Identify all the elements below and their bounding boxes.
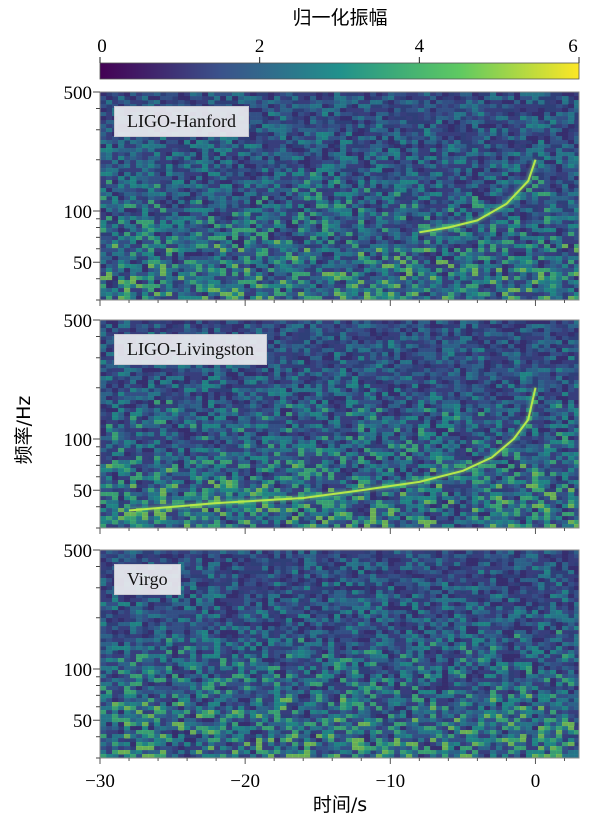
colorbar-tick-label: 6 <box>568 36 578 57</box>
colorbar-tick-label: 2 <box>255 36 265 57</box>
y-tick-label: 50 <box>73 481 92 502</box>
y-tick-label: 100 <box>64 202 93 223</box>
y-tick-label: 50 <box>73 711 92 732</box>
panel-frame <box>99 319 580 529</box>
spectrogram-panels: 500 100 50 500 100 50 500 100 50 <box>64 83 580 764</box>
detector-label: LIGO-Livingston <box>114 334 267 365</box>
spectrogram-panel-ligo-hanford: 500 100 50 <box>64 83 580 306</box>
spectrogram-panel-virgo: 500 100 50 <box>64 541 580 764</box>
colorbar-title: 归一化振幅 <box>292 7 387 29</box>
colorbar <box>99 62 580 80</box>
chirp-signal <box>128 387 537 512</box>
detector-label: LIGO-Hanford <box>114 106 249 137</box>
y-tick-label: 500 <box>64 541 93 562</box>
x-tick-label: −10 <box>375 771 405 792</box>
x-tick-label: −30 <box>85 771 115 792</box>
x-tick-label: 0 <box>531 771 541 792</box>
colorbar-tick-labels: 0 2 4 6 <box>97 36 578 57</box>
y-tick-label: 100 <box>64 660 93 681</box>
detector-label: Virgo <box>114 564 181 595</box>
colorbar-tick-label: 0 <box>97 36 107 57</box>
chirp-signal <box>419 159 537 234</box>
y-tick-label: 100 <box>64 430 93 451</box>
panel-frame <box>99 549 580 759</box>
y-tick-label: 500 <box>64 311 93 332</box>
panel-frame <box>99 91 580 301</box>
x-tick-label: −20 <box>230 771 260 792</box>
y-tick-label: 500 <box>64 83 93 104</box>
noise-texture <box>100 550 579 758</box>
y-tick-label: 50 <box>73 253 92 274</box>
colorbar-tick-label: 4 <box>415 36 425 57</box>
colorbar-ticks <box>99 57 580 63</box>
noise-texture <box>100 92 579 300</box>
x-axis: −30 −20 −10 0 <box>85 771 540 792</box>
y-axis-label: 频率/Hz <box>13 396 35 465</box>
x-axis-label: 时间/s <box>313 794 367 816</box>
